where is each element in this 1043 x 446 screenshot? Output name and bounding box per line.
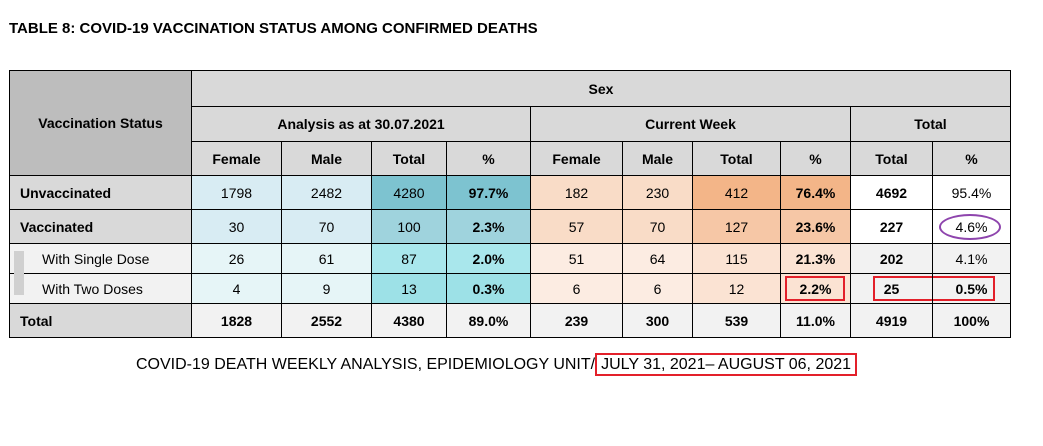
header-group-analysis: Analysis as at 30.07.2021 bbox=[191, 106, 531, 142]
cell-value: 89.0% bbox=[446, 303, 531, 338]
cell-value: 6 bbox=[530, 273, 623, 304]
cell-value: 23.6% bbox=[780, 209, 851, 244]
cell-value: 87 bbox=[371, 243, 447, 274]
cell-value: 97.7% bbox=[446, 175, 531, 210]
header-group-current: Current Week bbox=[530, 106, 851, 142]
col-header-pct: % bbox=[446, 141, 531, 176]
row-label-cell: With Two Doses bbox=[9, 273, 192, 304]
cell-value: 4.6% bbox=[955, 218, 988, 235]
cell-value: 412 bbox=[692, 175, 781, 210]
table-row: Vaccinated 30 70 100 2.3% 57 70 127 23.6… bbox=[9, 209, 1011, 244]
cell-value: 202 bbox=[850, 243, 933, 274]
highlighted-cell: 0.5% bbox=[932, 273, 1011, 304]
cell-value: 0.5% bbox=[955, 280, 988, 297]
cell-value: 227 bbox=[850, 209, 933, 244]
row-label: Vaccinated bbox=[9, 209, 192, 244]
col-header-total: Total bbox=[371, 141, 447, 176]
cell-value: 4919 bbox=[850, 303, 933, 338]
cell-value: 127 bbox=[692, 209, 781, 244]
row-label: With Two Doses bbox=[42, 280, 143, 297]
red-box-highlight bbox=[785, 276, 845, 301]
highlighted-cell: 4.6% bbox=[932, 209, 1011, 244]
table-row: Total 1828 2552 4380 89.0% 239 300 539 1… bbox=[9, 303, 1011, 338]
vaccination-status-table: Vaccination Status Sex Analysis as at 30… bbox=[9, 70, 1011, 338]
cell-value: 300 bbox=[622, 303, 693, 338]
cell-value: 4380 bbox=[371, 303, 447, 338]
cell-value: 9 bbox=[281, 273, 372, 304]
cell-value: 239 bbox=[530, 303, 623, 338]
table-row: With Two Doses 4 9 13 0.3% 6 6 12 2.2% 2… bbox=[9, 273, 1011, 304]
cell-value: 115 bbox=[692, 243, 781, 274]
cell-value: 230 bbox=[622, 175, 693, 210]
col-header-female: Female bbox=[191, 141, 282, 176]
highlighted-cell: 2.2% bbox=[780, 273, 851, 304]
cell-value: 4692 bbox=[850, 175, 933, 210]
cell-value: 1828 bbox=[191, 303, 282, 338]
row-label: Total bbox=[9, 303, 192, 338]
cell-value: 539 bbox=[692, 303, 781, 338]
cell-value: 57 bbox=[530, 209, 623, 244]
cell-value: 2552 bbox=[281, 303, 372, 338]
cell-value: 26 bbox=[191, 243, 282, 274]
red-box-highlight bbox=[933, 276, 995, 301]
sub-row-indicator-bar bbox=[14, 251, 24, 295]
cell-value: 100 bbox=[371, 209, 447, 244]
col-header-pct: % bbox=[780, 141, 851, 176]
cell-value: 64 bbox=[622, 243, 693, 274]
cell-value: 95.4% bbox=[932, 175, 1011, 210]
cell-value: 2482 bbox=[281, 175, 372, 210]
caption-dates-highlighted: JULY 31, 2021– AUGUST 06, 2021 bbox=[595, 353, 858, 376]
header-group-total: Total bbox=[850, 106, 1011, 142]
cell-value: 182 bbox=[530, 175, 623, 210]
cell-value: 0.3% bbox=[446, 273, 531, 304]
cell-value: 4280 bbox=[371, 175, 447, 210]
cell-value: 76.4% bbox=[780, 175, 851, 210]
cell-value: 2.0% bbox=[446, 243, 531, 274]
cell-value: 4.1% bbox=[932, 243, 1011, 274]
cell-value: 21.3% bbox=[780, 243, 851, 274]
cell-value: 13 bbox=[371, 273, 447, 304]
row-label: Unvaccinated bbox=[9, 175, 192, 210]
col-header-total: Total bbox=[692, 141, 781, 176]
col-header-total: Total bbox=[850, 141, 933, 176]
source-caption: COVID-19 DEATH WEEKLY ANALYSIS, EPIDEMIO… bbox=[136, 353, 858, 376]
cell-value: 12 bbox=[692, 273, 781, 304]
highlighted-cell: 25 bbox=[850, 273, 933, 304]
cell-value: 70 bbox=[622, 209, 693, 244]
col-header-female: Female bbox=[530, 141, 623, 176]
col-header-pct: % bbox=[932, 141, 1011, 176]
cell-value: 1798 bbox=[191, 175, 282, 210]
cell-value: 25 bbox=[883, 280, 900, 297]
cell-value: 11.0% bbox=[780, 303, 851, 338]
row-label: With Single Dose bbox=[42, 250, 150, 267]
header-vaccination-status-cell: Vaccination Status bbox=[9, 70, 192, 176]
cell-value: 6 bbox=[622, 273, 693, 304]
col-header-male: Male bbox=[622, 141, 693, 176]
row-label-cell: With Single Dose bbox=[9, 243, 192, 274]
cell-value: 4 bbox=[191, 273, 282, 304]
cell-value: 30 bbox=[191, 209, 282, 244]
cell-value: 2.2% bbox=[799, 280, 832, 297]
cell-value: 61 bbox=[281, 243, 372, 274]
cell-value: 51 bbox=[530, 243, 623, 274]
cell-value: 100% bbox=[932, 303, 1011, 338]
table-row: Unvaccinated 1798 2482 4280 97.7% 182 23… bbox=[9, 175, 1011, 210]
header-vaccination-status: Vaccination Status bbox=[38, 115, 163, 131]
header-sex: Sex bbox=[191, 70, 1011, 107]
cell-value: 2.3% bbox=[446, 209, 531, 244]
col-header-male: Male bbox=[281, 141, 372, 176]
purple-circle-highlight bbox=[939, 214, 1001, 240]
caption-prefix: COVID-19 DEATH WEEKLY ANALYSIS, EPIDEMIO… bbox=[136, 356, 596, 373]
table-row: With Single Dose 26 61 87 2.0% 51 64 115… bbox=[9, 243, 1011, 274]
red-box-highlight bbox=[873, 276, 932, 301]
cell-value: 70 bbox=[281, 209, 372, 244]
table-title: TABLE 8: COVID-19 VACCINATION STATUS AMO… bbox=[9, 20, 538, 37]
